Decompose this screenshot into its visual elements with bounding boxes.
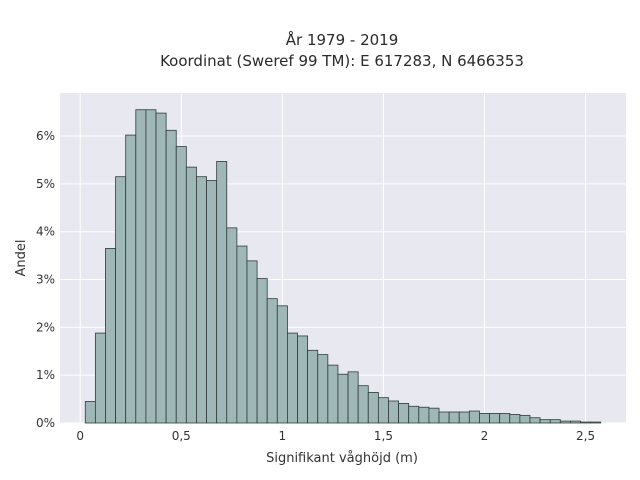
- histogram-bar: [509, 413, 521, 424]
- y-tick-label: 5%: [36, 177, 55, 191]
- histogram-bar: [165, 129, 177, 424]
- histogram-bar: [438, 411, 450, 424]
- y-tick-label: 3%: [36, 273, 55, 287]
- histogram-bar: [246, 260, 258, 424]
- y-tick-labels: 0% 1% 2% 3% 4% 5% 6%: [36, 129, 55, 430]
- y-axis-title: Andel: [14, 240, 29, 277]
- x-tick-labels: 0 0,5 1 1,5 2 2,5: [76, 429, 595, 443]
- histogram-bar: [276, 305, 288, 424]
- histogram-bar: [317, 354, 329, 424]
- histogram-bar: [206, 180, 218, 424]
- histogram-bar: [357, 385, 369, 424]
- histogram-bar: [236, 245, 248, 424]
- histogram-bar: [105, 248, 116, 424]
- chart-title-line-1: År 1979 - 2019: [286, 30, 399, 49]
- histogram-bar: [529, 417, 541, 424]
- y-tick-label: 2%: [36, 320, 55, 334]
- x-tick-label: 0: [76, 429, 84, 443]
- histogram-bar: [549, 419, 561, 424]
- x-tick-label: 2: [481, 429, 489, 443]
- y-tick-label: 6%: [36, 129, 55, 143]
- x-tick-label: 1,5: [374, 429, 393, 443]
- histogram-bar: [408, 405, 420, 424]
- y-tick-label: 4%: [36, 225, 55, 239]
- histogram-bar: [388, 400, 399, 424]
- histogram-bar: [559, 420, 571, 424]
- histogram-bar: [448, 411, 460, 424]
- x-tick-label: 0,5: [172, 429, 191, 443]
- histogram-bar: [489, 413, 501, 424]
- histogram-bar: [539, 419, 551, 424]
- histogram-bar: [84, 401, 96, 424]
- histogram-bar: [135, 109, 147, 424]
- histogram-bar: [418, 406, 430, 424]
- x-axis-title: Signifikant våghöjd (m): [266, 451, 418, 466]
- histogram-bar: [580, 421, 592, 424]
- histogram-bar: [297, 335, 309, 424]
- histogram-bar: [468, 410, 480, 424]
- x-tick-label: 2,5: [576, 429, 595, 443]
- x-tick-label: 1: [279, 429, 287, 443]
- y-tick-label: 0%: [36, 416, 55, 430]
- histogram-bar: [216, 160, 228, 424]
- histogram-bar: [499, 413, 511, 424]
- histogram-bar: [175, 146, 187, 424]
- chart-title-line-2: Koordinat (Sweref 99 TM): E 617283, N 64…: [160, 52, 524, 70]
- histogram-bar: [94, 332, 106, 424]
- histogram-bar: [145, 109, 157, 424]
- y-tick-label: 1%: [36, 368, 55, 382]
- histogram-bar: [570, 420, 581, 424]
- histogram-bar: [458, 411, 470, 424]
- histogram-bar: [590, 421, 602, 424]
- histogram-bar: [125, 134, 137, 424]
- histogram-bar: [377, 397, 389, 424]
- histogram-bar: [519, 414, 531, 424]
- histogram-bar: [367, 391, 379, 424]
- histogram-bar: [327, 364, 339, 424]
- histogram-bars: [84, 109, 602, 424]
- histogram-bar: [155, 112, 167, 424]
- histogram-bar: [266, 298, 278, 424]
- histogram-bar: [428, 407, 440, 424]
- histogram-bar: [115, 176, 127, 424]
- histogram-bar: [226, 227, 238, 424]
- histogram-bar: [347, 371, 359, 424]
- histogram-bar: [307, 349, 319, 424]
- histogram-bar: [196, 176, 207, 424]
- histogram-bar: [256, 278, 268, 424]
- histogram-bar: [287, 332, 298, 424]
- histogram-bar: [337, 373, 349, 424]
- histogram-bar: [479, 413, 490, 424]
- histogram-bar: [398, 402, 410, 424]
- histogram-bar: [185, 166, 197, 424]
